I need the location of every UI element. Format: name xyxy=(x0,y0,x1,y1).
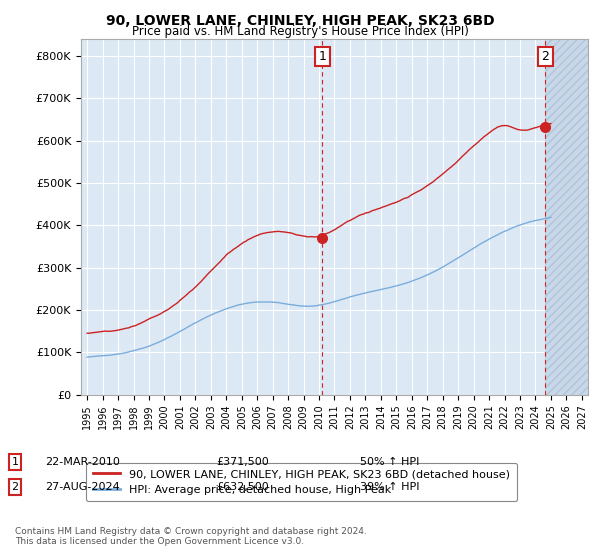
Text: 2: 2 xyxy=(11,482,19,492)
Text: 1: 1 xyxy=(11,457,19,467)
Text: 50% ↑ HPI: 50% ↑ HPI xyxy=(360,457,419,467)
Text: £371,500: £371,500 xyxy=(216,457,269,467)
Text: 1: 1 xyxy=(319,50,326,63)
Text: Contains HM Land Registry data © Crown copyright and database right 2024.
This d: Contains HM Land Registry data © Crown c… xyxy=(15,526,367,546)
Text: 39% ↑ HPI: 39% ↑ HPI xyxy=(360,482,419,492)
Text: 27-AUG-2024: 27-AUG-2024 xyxy=(45,482,120,492)
Text: £632,500: £632,500 xyxy=(216,482,269,492)
Text: Price paid vs. HM Land Registry's House Price Index (HPI): Price paid vs. HM Land Registry's House … xyxy=(131,25,469,38)
Polygon shape xyxy=(545,39,588,395)
Legend: 90, LOWER LANE, CHINLEY, HIGH PEAK, SK23 6BD (detached house), HPI: Average pric: 90, LOWER LANE, CHINLEY, HIGH PEAK, SK23… xyxy=(86,463,517,501)
Text: 2: 2 xyxy=(542,50,550,63)
Text: 90, LOWER LANE, CHINLEY, HIGH PEAK, SK23 6BD: 90, LOWER LANE, CHINLEY, HIGH PEAK, SK23… xyxy=(106,14,494,28)
Text: 22-MAR-2010: 22-MAR-2010 xyxy=(45,457,120,467)
